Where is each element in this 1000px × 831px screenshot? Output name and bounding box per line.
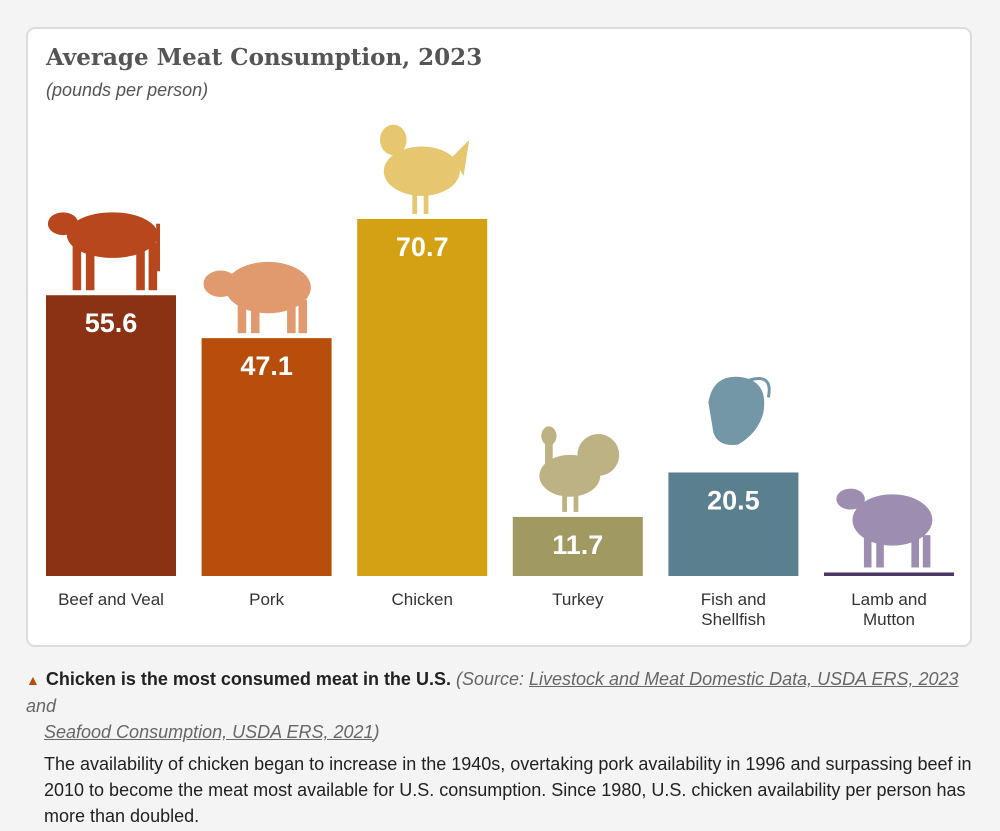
chart-title: Average Meat Consumption, 2023	[46, 44, 483, 71]
chicken-icon	[380, 124, 470, 214]
category-label: Pork	[249, 590, 284, 609]
category-label: Mutton	[863, 610, 915, 629]
source-prefix: (Source:	[455, 669, 529, 689]
value-label: 70.7	[396, 232, 449, 262]
value-label: 47.1	[240, 351, 293, 381]
shrimp-icon	[708, 376, 771, 445]
turkey-icon	[539, 426, 620, 512]
category-label: Lamb and	[851, 590, 927, 609]
source-link-seafood[interactable]: Seafood Consumption, USDA ERS, 2021	[44, 722, 374, 742]
bar-5	[824, 572, 954, 576]
bar-0	[46, 295, 176, 576]
caption-body: The availability of chicken began to inc…	[44, 754, 972, 826]
bar-1	[201, 338, 332, 576]
source-and: and	[26, 696, 57, 716]
chart-subtitle: (pounds per person)	[46, 80, 209, 100]
category-label: Beef and Veal	[58, 590, 164, 609]
value-label: 11.7	[552, 530, 603, 560]
category-label: Fish and	[701, 590, 766, 609]
bar-3	[512, 516, 643, 576]
bar-4	[668, 472, 799, 576]
pig-icon	[203, 261, 311, 334]
category-label: Chicken	[391, 590, 452, 609]
cow-icon	[47, 212, 160, 291]
value-label: 55.6	[85, 308, 138, 338]
sheep-icon	[836, 488, 933, 568]
source-suffix: )	[373, 722, 380, 742]
bar-2	[357, 218, 488, 576]
chart-card	[26, 27, 972, 647]
caption: ▲ Chicken is the most consumed meat in th…	[26, 666, 976, 829]
category-label: Shellfish	[701, 610, 765, 629]
value-label: 20.5	[707, 485, 760, 515]
source-link-livestock[interactable]: Livestock and Meat Domestic Data, USDA E…	[529, 669, 959, 689]
bar-chart: 55.6 Beef and Veal 47.1 Pork 70.7 Chicken 11.7…	[46, 124, 954, 629]
triangle-icon: ▲	[26, 672, 40, 688]
category-label: Turkey	[552, 590, 604, 609]
caption-headline: Chicken is the most consumed meat in the…	[45, 669, 451, 689]
